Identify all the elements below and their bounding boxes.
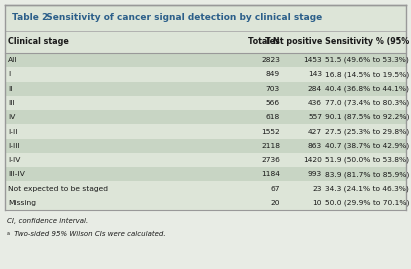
Text: 23: 23 — [313, 186, 322, 192]
Text: 51.9 (50.0% to 53.8%): 51.9 (50.0% to 53.8%) — [325, 157, 409, 163]
Bar — [5, 153, 406, 167]
Text: 436: 436 — [308, 100, 322, 106]
Text: 863: 863 — [308, 143, 322, 149]
Text: a: a — [7, 231, 10, 236]
Text: Sensitivity of cancer signal detection by clinical stage: Sensitivity of cancer signal detection b… — [40, 13, 322, 23]
Text: 1184: 1184 — [261, 171, 280, 177]
Bar — [5, 67, 406, 82]
Bar — [5, 82, 406, 96]
Text: 618: 618 — [266, 114, 280, 120]
Text: 27.5 (25.3% to 29.8%): 27.5 (25.3% to 29.8%) — [325, 128, 409, 135]
Bar — [5, 96, 406, 110]
Text: 34.3 (24.1% to 46.3%): 34.3 (24.1% to 46.3%) — [325, 185, 409, 192]
Text: I-IV: I-IV — [8, 157, 21, 163]
Text: 77.0 (73.4% to 80.3%): 77.0 (73.4% to 80.3%) — [325, 100, 409, 106]
Text: 2118: 2118 — [261, 143, 280, 149]
Text: Test positive: Test positive — [265, 37, 322, 47]
Text: 993: 993 — [308, 171, 322, 177]
Text: 90.1 (87.5% to 92.2%): 90.1 (87.5% to 92.2%) — [325, 114, 409, 121]
Text: 16.8 (14.5% to 19.5%): 16.8 (14.5% to 19.5%) — [325, 71, 409, 78]
Text: 557: 557 — [308, 114, 322, 120]
Text: 849: 849 — [266, 71, 280, 77]
Bar — [5, 110, 406, 124]
Text: Table 2.: Table 2. — [12, 13, 52, 23]
Text: 703: 703 — [266, 86, 280, 92]
Text: 51.5 (49.6% to 53.3%): 51.5 (49.6% to 53.3%) — [325, 57, 409, 63]
Text: I: I — [8, 71, 10, 77]
Text: 10: 10 — [312, 200, 322, 206]
Bar — [5, 167, 406, 182]
Bar — [5, 53, 406, 67]
Text: 20: 20 — [270, 200, 280, 206]
Text: 566: 566 — [266, 100, 280, 106]
Text: II: II — [8, 86, 12, 92]
Text: 67: 67 — [270, 186, 280, 192]
Text: 1552: 1552 — [261, 129, 280, 134]
Text: 1453: 1453 — [303, 57, 322, 63]
Text: 427: 427 — [308, 129, 322, 134]
Bar — [5, 182, 406, 196]
Bar — [5, 124, 406, 139]
Bar — [5, 5, 406, 31]
Text: Missing: Missing — [8, 200, 36, 206]
Text: III: III — [8, 100, 15, 106]
Text: III-IV: III-IV — [8, 171, 25, 177]
Text: 2823: 2823 — [261, 57, 280, 63]
Bar — [5, 31, 406, 53]
Bar — [5, 196, 406, 210]
Text: Two-sided 95% Wilson CIs were calculated.: Two-sided 95% Wilson CIs were calculated… — [12, 231, 166, 237]
Text: 83.9 (81.7% to 85.9%): 83.9 (81.7% to 85.9%) — [325, 171, 409, 178]
Text: CI, confidence interval.: CI, confidence interval. — [7, 218, 88, 224]
Text: 40.4 (36.8% to 44.1%): 40.4 (36.8% to 44.1%) — [325, 86, 409, 92]
Text: Not expected to be staged: Not expected to be staged — [8, 186, 108, 192]
Text: IV: IV — [8, 114, 15, 120]
Text: I-III: I-III — [8, 143, 20, 149]
Text: Total N: Total N — [248, 37, 280, 47]
Bar — [5, 139, 406, 153]
Text: 1420: 1420 — [303, 157, 322, 163]
Text: a: a — [395, 36, 399, 41]
Text: 40.7 (38.7% to 42.9%): 40.7 (38.7% to 42.9%) — [325, 143, 409, 149]
Text: Sensitivity % (95% CI): Sensitivity % (95% CI) — [325, 37, 411, 47]
Text: 2736: 2736 — [261, 157, 280, 163]
Text: 284: 284 — [308, 86, 322, 92]
Text: 50.0 (29.9% to 70.1%): 50.0 (29.9% to 70.1%) — [325, 200, 409, 206]
Text: All: All — [8, 57, 17, 63]
Text: Clinical stage: Clinical stage — [8, 37, 69, 47]
Text: I-II: I-II — [8, 129, 18, 134]
Text: 143: 143 — [308, 71, 322, 77]
